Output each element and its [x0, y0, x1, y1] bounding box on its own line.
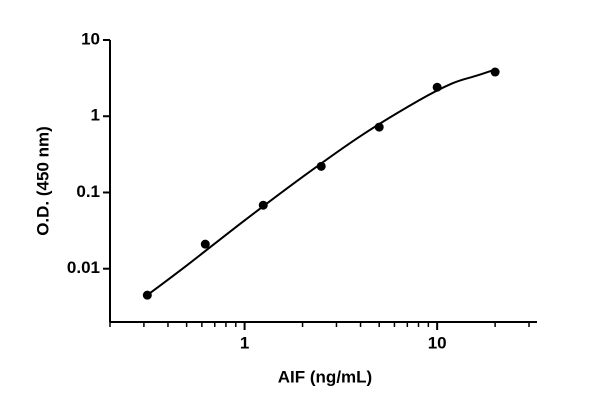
- x-tick-label: 1: [240, 333, 249, 352]
- y-tick-label: 0.1: [76, 182, 100, 201]
- data-point: [490, 67, 500, 77]
- x-tick-label: 10: [428, 333, 447, 352]
- y-tick-label: 1: [91, 106, 100, 125]
- y-tick-label: 0.01: [67, 258, 100, 277]
- fit-curve: [146, 68, 496, 296]
- y-axis-label: O.D. (450 nm): [33, 126, 52, 236]
- x-axis-label: AIF (ng/mL): [278, 367, 372, 386]
- data-point: [200, 239, 210, 249]
- y-tick-label: 10: [81, 29, 100, 48]
